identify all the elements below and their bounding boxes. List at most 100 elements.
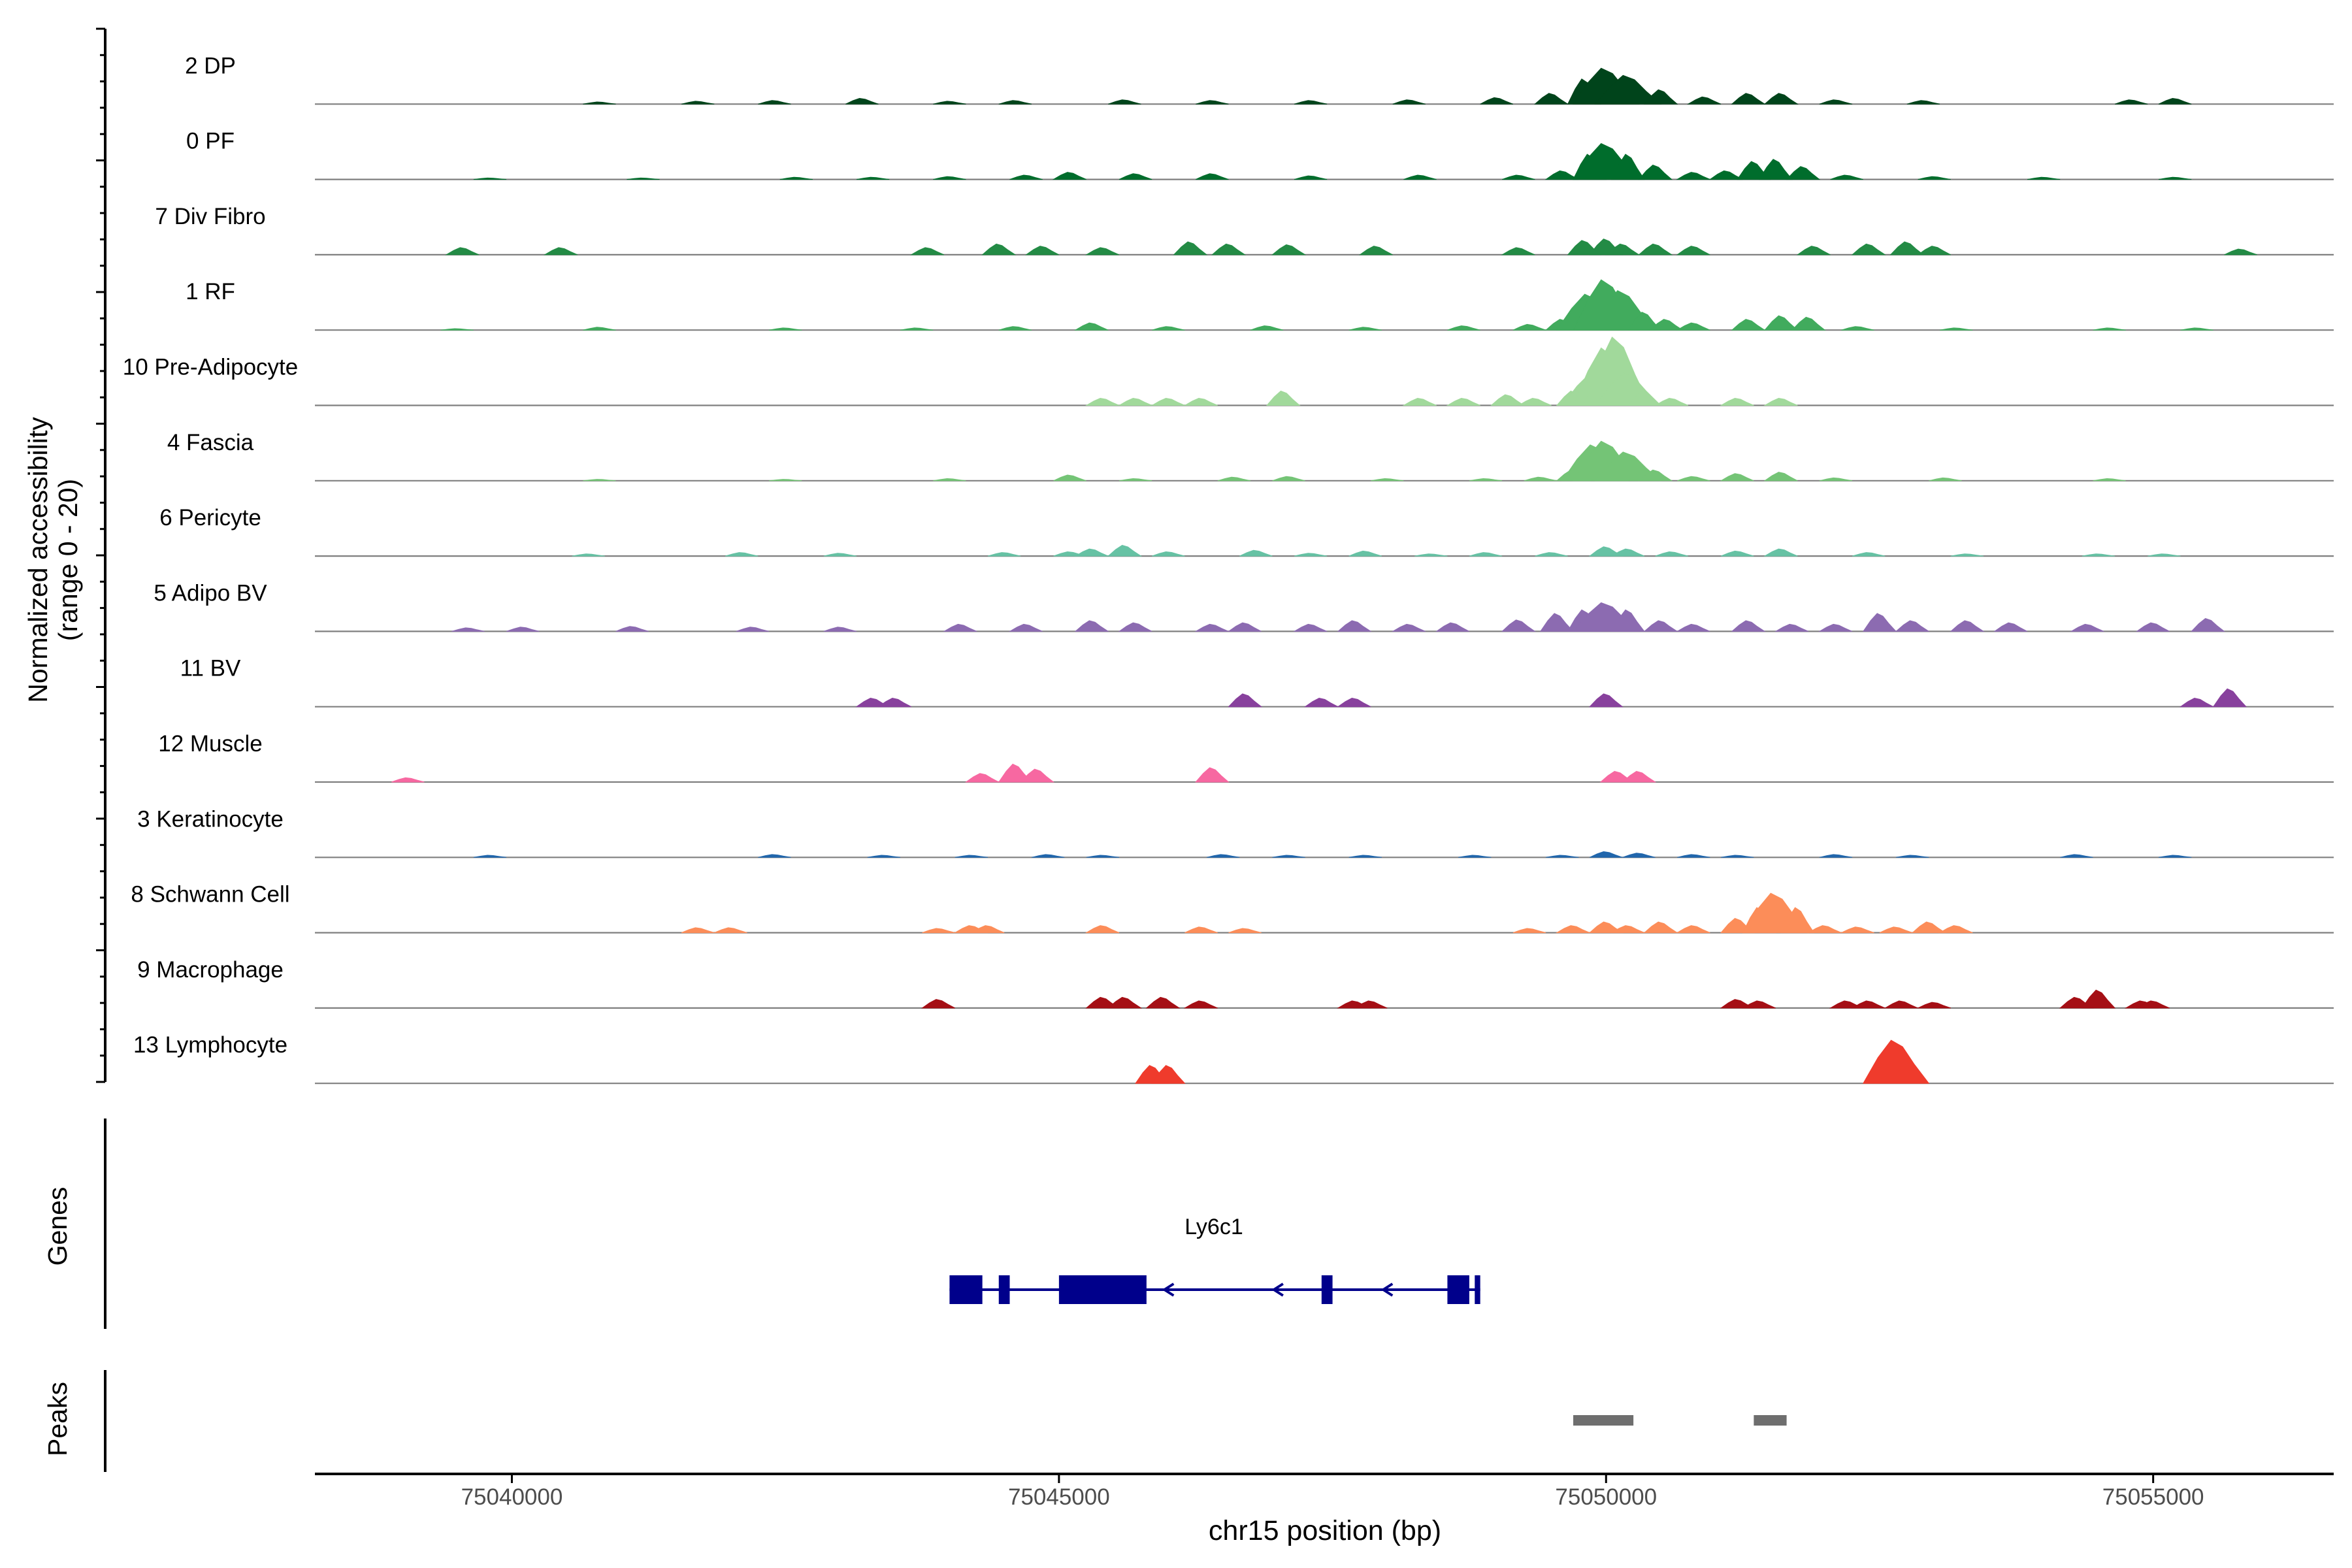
- coverage-peak: [1763, 548, 1798, 557]
- coverage-peak: [1490, 394, 1526, 406]
- coverage-peak: [998, 100, 1032, 105]
- coverage-peak: [1025, 246, 1060, 255]
- coverage-peak: [1304, 697, 1339, 708]
- coverage-peak: [922, 928, 955, 934]
- coverage-peak: [1676, 476, 1710, 482]
- coverage-peak: [1173, 241, 1208, 255]
- coverage-peak: [823, 553, 857, 557]
- coverage-peak: [1239, 549, 1273, 557]
- coverage-peak: [583, 479, 616, 482]
- coverage-peak: [1546, 855, 1579, 858]
- coverage-peak: [1654, 397, 1689, 406]
- coverage-peak: [1819, 854, 1853, 858]
- coverage-peak: [1151, 1065, 1186, 1084]
- track-label: 1 RF: [186, 279, 235, 304]
- coverage-peak: [1819, 477, 1853, 482]
- coverage-peak: [933, 176, 966, 180]
- coverage-peak: [1643, 921, 1678, 934]
- track-13: 9 Macrophage: [137, 957, 2334, 1009]
- coverage-peak: [681, 101, 715, 105]
- coverage-peak: [1008, 623, 1043, 632]
- coverage-peak: [1852, 552, 1886, 557]
- coverage-peak: [1676, 623, 1710, 632]
- coverage-peak: [473, 855, 507, 858]
- x-tick-label: 75050000: [1555, 1484, 1657, 1510]
- x-tick-label: 75055000: [2102, 1484, 2204, 1510]
- coverage-peak: [1119, 478, 1152, 482]
- coverage-peak: [1501, 619, 1536, 632]
- track-label: 8 Schwann Cell: [131, 882, 289, 907]
- coverage-peak: [1556, 925, 1590, 934]
- coverage-peak: [943, 623, 977, 632]
- coverage-peak: [1446, 397, 1480, 406]
- track-6: 4 Fascia: [167, 430, 2334, 482]
- coverage-peak: [1348, 550, 1382, 557]
- coverage-peak: [725, 552, 759, 557]
- track-label: 4 Fascia: [167, 430, 254, 455]
- coverage-peak: [1118, 397, 1152, 406]
- coverage-peak: [1610, 548, 1645, 557]
- coverage-peak: [572, 553, 605, 557]
- coverage-peak: [1655, 551, 1688, 557]
- coverage-peak: [1851, 243, 1887, 255]
- coverage-peak: [1348, 327, 1382, 331]
- y-axis-ticks: [96, 27, 106, 1083]
- track-label: 3 Keratinocyte: [137, 806, 284, 832]
- coverage-peak: [1676, 246, 1710, 255]
- coverage-peak: [1272, 855, 1305, 858]
- coverage-peak: [2224, 248, 2257, 255]
- coverage-peak: [1720, 397, 1754, 406]
- coverage-peak: [1638, 243, 1673, 255]
- coverage-peak: [1589, 851, 1623, 858]
- coverage-peak: [779, 176, 813, 180]
- coverage-peak: [758, 100, 791, 105]
- coverage-peak: [1895, 620, 1931, 632]
- coverage-peak: [1643, 89, 1678, 105]
- coverage-peak: [1676, 925, 1710, 934]
- coverage-peak: [391, 777, 425, 783]
- coverage-peak: [1074, 620, 1109, 632]
- coverage-peak: [758, 854, 791, 858]
- y-axis-title-line2: (range 0 - 20): [53, 479, 83, 641]
- coverage-peak: [1414, 553, 1448, 557]
- coverage-peak: [1294, 100, 1328, 105]
- coverage-peak: [1911, 921, 1947, 934]
- coverage-peak: [1348, 855, 1382, 858]
- coverage-peak: [1206, 854, 1240, 858]
- strand-arrow: [1271, 1282, 1284, 1297]
- coverage-peak: [933, 101, 966, 105]
- coverage-peak: [2158, 855, 2192, 858]
- coverage-peak: [1211, 243, 1247, 255]
- coverage-peak: [1535, 552, 1568, 557]
- coverage-peak: [1107, 996, 1143, 1009]
- track-10: 12 Muscle: [158, 731, 2334, 783]
- coverage-peak: [583, 327, 616, 331]
- coverage-peak: [867, 855, 901, 858]
- track-3: 7 Div Fibro: [155, 204, 2334, 255]
- coverage-peak: [1107, 545, 1143, 557]
- coverage-peak: [2158, 176, 2192, 180]
- coverage-peak: [1758, 159, 1793, 180]
- coverage-peak: [2093, 327, 2126, 331]
- strand-arrow: [1380, 1282, 1394, 1297]
- coverage-peak: [1763, 472, 1798, 482]
- coverage-peak: [2148, 553, 2181, 557]
- coverage-peak: [1392, 99, 1426, 105]
- gene-exon: [1058, 1275, 1147, 1304]
- track-label: 12 Muscle: [158, 731, 263, 757]
- coverage-peak: [1512, 323, 1546, 331]
- coverage-peak: [1358, 246, 1393, 255]
- coverage-peak: [1085, 397, 1120, 406]
- coverage-peak: [451, 627, 485, 632]
- track-8: 5 Adipo BV: [154, 580, 2334, 632]
- track-5: 10 Pre-Adipocyte: [123, 336, 2334, 406]
- coverage-peak: [1085, 247, 1120, 255]
- coverage-peak: [736, 627, 770, 632]
- track-9: 11 BV: [180, 656, 2334, 708]
- track-4: 1 RF: [186, 279, 2334, 331]
- coverage-peak: [1053, 474, 1086, 482]
- coverage-peak: [1118, 622, 1152, 632]
- coverage-peak: [1539, 613, 1575, 632]
- coverage-peak: [1830, 174, 1863, 180]
- coverage-peak: [1534, 93, 1569, 105]
